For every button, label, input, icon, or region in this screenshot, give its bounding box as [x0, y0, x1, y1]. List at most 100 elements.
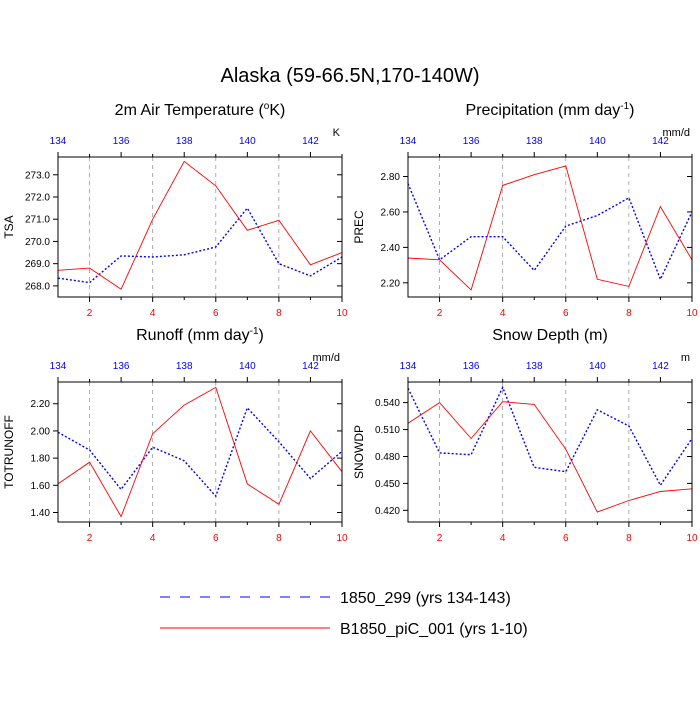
y-tick-label: 1.40 — [31, 508, 51, 519]
panel-title-superscript: -1 — [250, 326, 259, 337]
y-tick-label: 0.540 — [375, 398, 400, 409]
series-line-red — [57, 386, 343, 518]
series-line-blue — [407, 385, 693, 487]
panel-title: Snow Depth (m) — [492, 327, 608, 344]
x-tick-label: 4 — [500, 308, 506, 319]
top-tick-label: 136 — [463, 136, 480, 147]
plot-frame — [57, 156, 343, 298]
top-tick-label: 136 — [113, 361, 130, 372]
plot-frame — [407, 156, 693, 298]
x-tick-label: 10 — [686, 533, 698, 544]
top-tick-label: 136 — [113, 136, 130, 147]
series-line-blue — [407, 183, 693, 282]
unit-label: m — [681, 352, 690, 364]
y-tick-label: 269.0 — [25, 259, 50, 270]
plot-frame — [57, 381, 343, 523]
unit-label: mm/d — [663, 127, 691, 139]
series-line-blue — [57, 406, 343, 498]
x-tick-label: 8 — [276, 308, 282, 319]
y-tick-label: 2.60 — [381, 207, 401, 218]
x-tick-label: 6 — [563, 308, 569, 319]
y-axis-label: SNOWDP — [352, 425, 366, 479]
x-tick-label: 6 — [213, 308, 219, 319]
y-tick-label: 0.510 — [375, 425, 400, 436]
x-tick-label: 4 — [500, 533, 506, 544]
y-axis-label: TSA — [2, 215, 16, 238]
top-tick-label: 138 — [526, 136, 543, 147]
top-tick-label: 138 — [526, 361, 543, 372]
top-tick-label: 138 — [176, 361, 193, 372]
figure-title: Alaska (59-66.5N,170-140W) — [220, 65, 479, 87]
panel-title-text: 2m Air Temperature ( — [115, 102, 265, 119]
y-tick-label: 270.0 — [25, 237, 50, 248]
top-tick-label: 140 — [239, 361, 256, 372]
y-tick-label: 2.00 — [31, 426, 51, 437]
panel-title: 2m Air Temperature (oK) — [115, 101, 286, 119]
top-tick-label: 142 — [652, 136, 669, 147]
y-tick-label: 273.0 — [25, 170, 50, 181]
x-tick-label: 2 — [437, 308, 443, 319]
panel-title-text: Snow Depth (m) — [492, 327, 608, 344]
y-tick-label: 2.80 — [381, 172, 401, 183]
top-tick-label: 134 — [400, 361, 417, 372]
panel-tsa: 2m Air Temperature (oK) K 2 4 6 8 10 134 136 138 1… — [2, 101, 348, 319]
x-tick-label: 8 — [626, 533, 632, 544]
panel-prec: Precipitation (mm day-1) mm/d 2 4 6 8 10 134 136… — [352, 101, 698, 319]
plot-frame — [407, 381, 693, 523]
x-tick-label: 4 — [150, 533, 156, 544]
x-tick-label: 6 — [563, 533, 569, 544]
top-tick-label: 134 — [50, 361, 67, 372]
x-tick-label: 10 — [336, 533, 348, 544]
y-tick-label: 2.20 — [381, 278, 401, 289]
top-tick-label: 142 — [302, 361, 319, 372]
top-tick-label: 134 — [400, 136, 417, 147]
panels: 2m Air Temperature (oK) K 2 4 6 8 10 134 136 138 1… — [2, 101, 698, 544]
y-tick-label: 2.40 — [381, 243, 401, 254]
panel-title-superscript: -1 — [620, 101, 629, 112]
panel-title: Precipitation (mm day-1) — [466, 101, 635, 119]
panel-title-text-end: K) — [269, 102, 285, 119]
legend: 1850_299 (yrs 134-143) B1850_piC_001 (yr… — [160, 590, 528, 638]
panel-title-text: Precipitation (mm day — [466, 102, 621, 119]
series-line-blue — [57, 206, 343, 284]
x-tick-label: 6 — [213, 533, 219, 544]
x-tick-label: 10 — [686, 308, 698, 319]
legend-label-red: B1850_piC_001 (yrs 1-10) — [340, 621, 528, 638]
top-tick-label: 140 — [239, 136, 256, 147]
x-tick-label: 2 — [437, 533, 443, 544]
x-tick-label: 8 — [276, 533, 282, 544]
panel-runoff: Runoff (mm day-1) mm/d 2 4 6 8 10 134 136 138 140 1… — [2, 326, 348, 544]
y-tick-label: 0.480 — [375, 452, 400, 463]
y-tick-label: 272.0 — [25, 193, 50, 204]
y-tick-label: 2.20 — [31, 399, 51, 410]
top-tick-label: 138 — [176, 136, 193, 147]
legend-label-blue: 1850_299 (yrs 134-143) — [340, 590, 511, 607]
x-tick-label: 2 — [87, 533, 93, 544]
x-tick-label: 10 — [336, 308, 348, 319]
unit-label: K — [333, 127, 341, 139]
top-tick-label: 142 — [302, 136, 319, 147]
y-tick-label: 268.0 — [25, 281, 50, 292]
top-tick-label: 140 — [589, 136, 606, 147]
y-axis-label: TOTRUNOFF — [2, 415, 16, 489]
panel-title-text-end: ) — [259, 327, 264, 344]
top-tick-label: 140 — [589, 361, 606, 372]
y-tick-label: 1.60 — [31, 481, 51, 492]
x-tick-label: 4 — [150, 308, 156, 319]
panel-title: Runoff (mm day-1) — [136, 326, 264, 344]
y-axis-label: PREC — [352, 210, 366, 244]
series-line-red — [407, 165, 693, 291]
top-tick-label: 142 — [652, 361, 669, 372]
top-tick-label: 136 — [463, 361, 480, 372]
panel-title-text-end: ) — [629, 102, 634, 119]
y-tick-label: 0.450 — [375, 479, 400, 490]
panel-title-text: Runoff (mm day — [136, 327, 250, 344]
series-line-red — [57, 160, 343, 290]
y-tick-label: 0.420 — [375, 506, 400, 517]
x-tick-label: 2 — [87, 308, 93, 319]
y-tick-label: 1.80 — [31, 454, 51, 465]
top-tick-label: 134 — [50, 136, 67, 147]
series-line-red — [407, 401, 693, 513]
panel-title-superscript: o — [264, 101, 270, 112]
